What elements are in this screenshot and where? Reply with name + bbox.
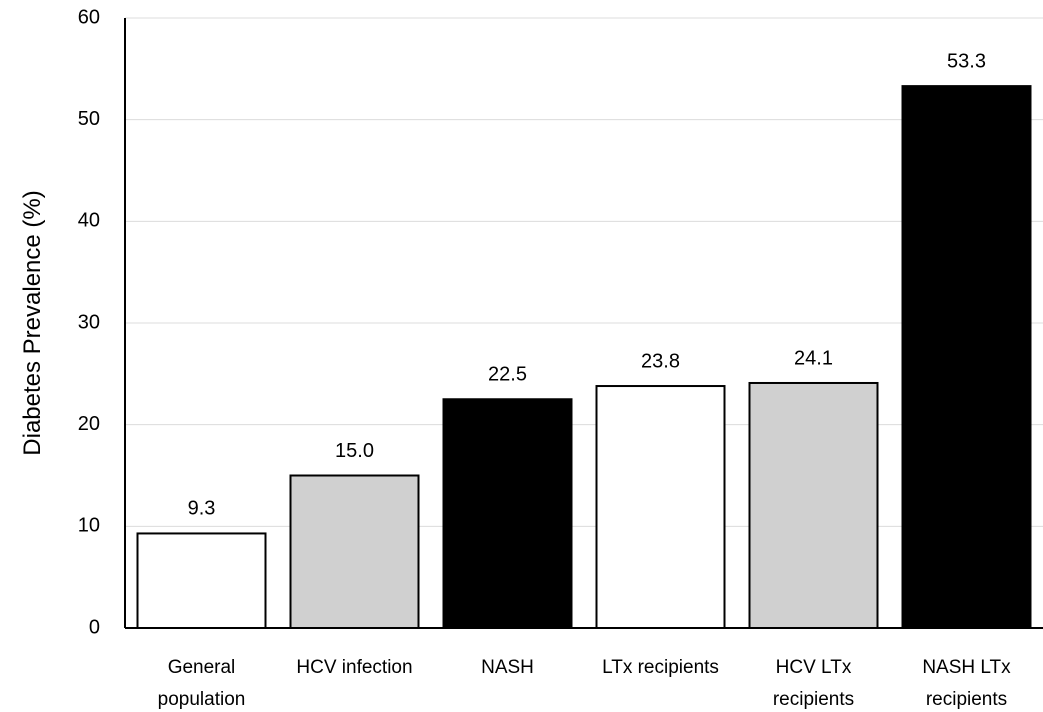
bar: [595, 385, 726, 629]
y-tick-label: 0: [89, 616, 100, 638]
y-axis-label: Diabetes Prevalence (%): [19, 190, 46, 455]
bar: [289, 474, 420, 629]
bar: [901, 85, 1032, 630]
x-tick-label: NASH: [481, 657, 534, 678]
value-label: 53.3: [947, 50, 986, 72]
bar: [136, 532, 267, 630]
y-tick-label: 10: [78, 515, 100, 537]
y-tick-label: 40: [78, 210, 100, 232]
value-label: 23.8: [641, 350, 680, 372]
y-tick-label: 60: [78, 6, 100, 28]
x-tick-label: LTx recipients: [602, 657, 719, 678]
x-tick-label: HCV infection: [296, 657, 413, 678]
x-tick-label: NASH LTx recipients: [922, 657, 1011, 710]
value-label: 24.1: [794, 347, 833, 369]
bar: [748, 381, 879, 629]
x-tick-label: HCV LTx recipients: [772, 657, 855, 710]
value-label: 22.5: [488, 364, 527, 386]
y-tick-label: 50: [78, 108, 100, 130]
bar: [442, 398, 573, 629]
value-label: 15.0: [335, 440, 374, 462]
y-tick-label: 30: [78, 311, 100, 333]
value-label: 9.3: [188, 498, 216, 520]
x-tick-label: General population: [157, 657, 246, 710]
y-tick-label: 20: [78, 413, 100, 435]
